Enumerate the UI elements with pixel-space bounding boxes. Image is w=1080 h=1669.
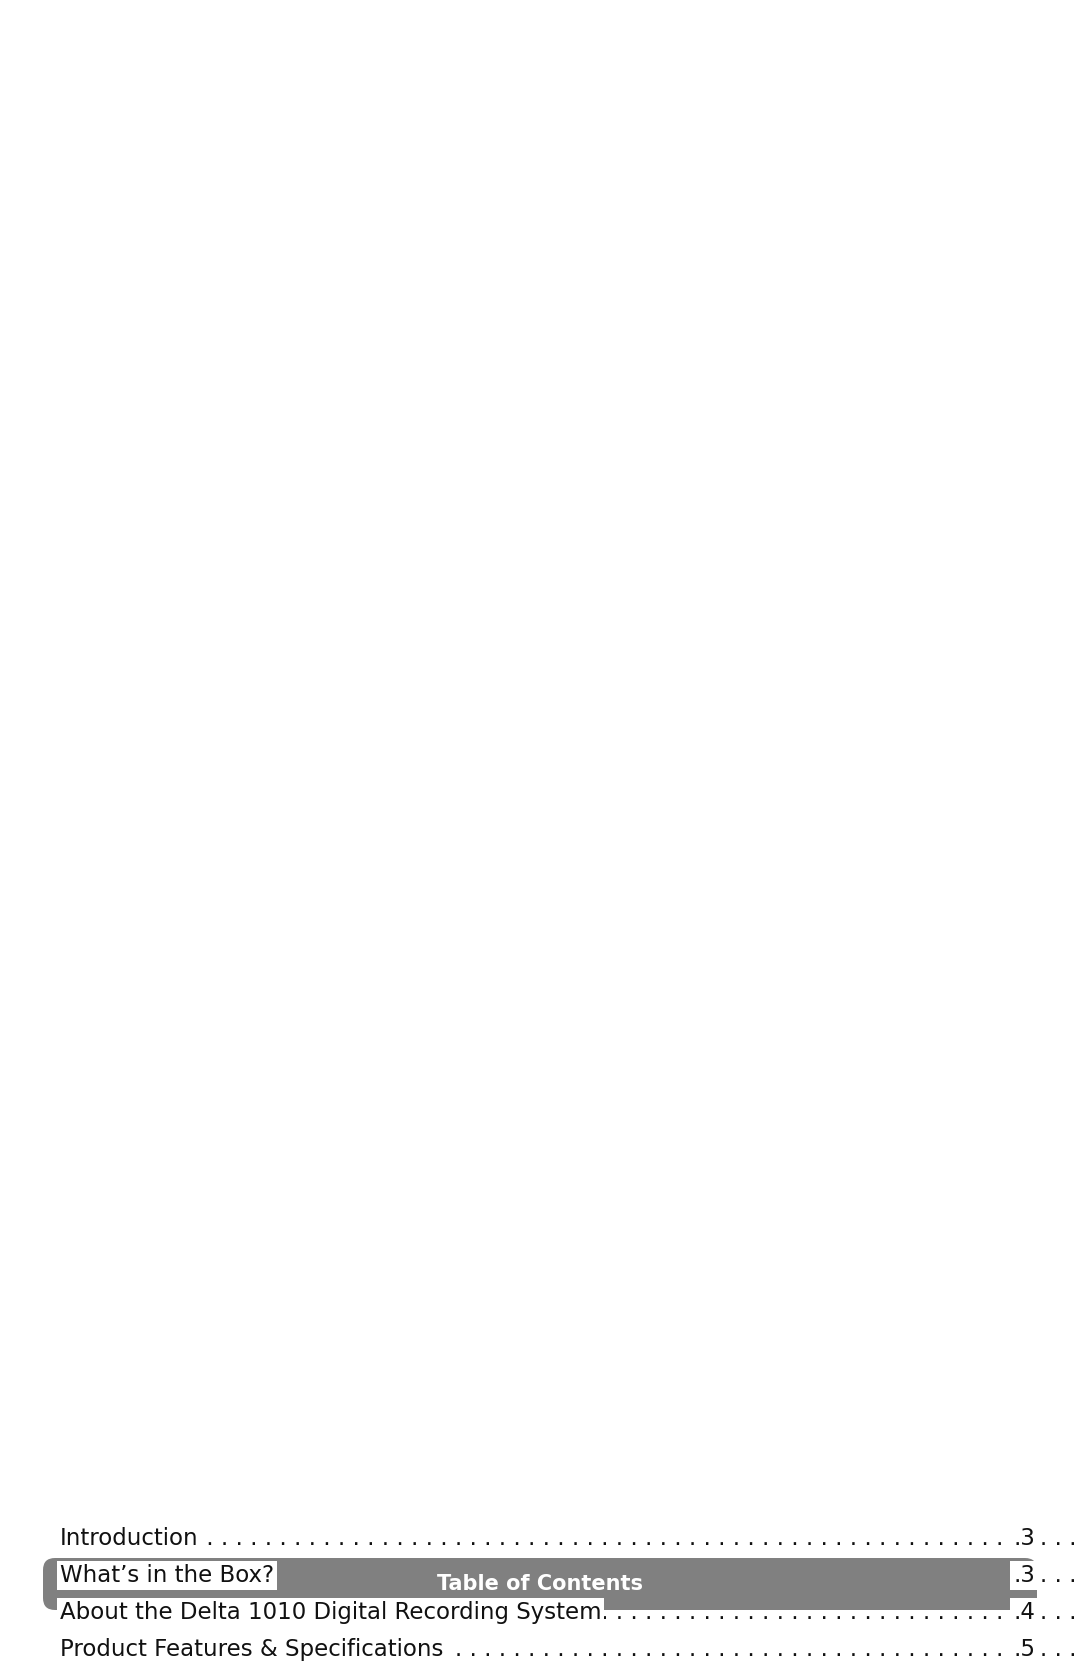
Text: .5: .5: [1013, 1637, 1035, 1661]
FancyBboxPatch shape: [43, 1557, 1037, 1611]
Text: . . . . . . . . . . . . . . . . . . . . . . . . . . . . . . . . . . . . . . . . : . . . . . . . . . . . . . . . . . . . . …: [60, 1564, 1080, 1587]
Text: . . . . . . . . . . . . . . . . . . . . . . . . . . . . . . . . . . . . . . . . : . . . . . . . . . . . . . . . . . . . . …: [60, 1637, 1080, 1661]
Text: .3: .3: [1013, 1564, 1035, 1587]
Text: .4: .4: [1013, 1601, 1035, 1624]
Text: Table of Contents: Table of Contents: [437, 1574, 643, 1594]
Text: What’s in the Box?: What’s in the Box?: [60, 1564, 274, 1587]
Text: . . . . . . . . . . . . . . . . . . . . . . . . . . . . . . . . . . . . . . . . : . . . . . . . . . . . . . . . . . . . . …: [60, 1601, 1080, 1624]
Text: About the Delta 1010 Digital Recording System: About the Delta 1010 Digital Recording S…: [60, 1601, 602, 1624]
Text: Introduction: Introduction: [60, 1527, 199, 1551]
Text: Product Features & Specifications: Product Features & Specifications: [60, 1637, 444, 1661]
Text: . . . . . . . . . . . . . . . . . . . . . . . . . . . . . . . . . . . . . . . . : . . . . . . . . . . . . . . . . . . . . …: [60, 1527, 1080, 1551]
Text: .3: .3: [1013, 1527, 1035, 1551]
